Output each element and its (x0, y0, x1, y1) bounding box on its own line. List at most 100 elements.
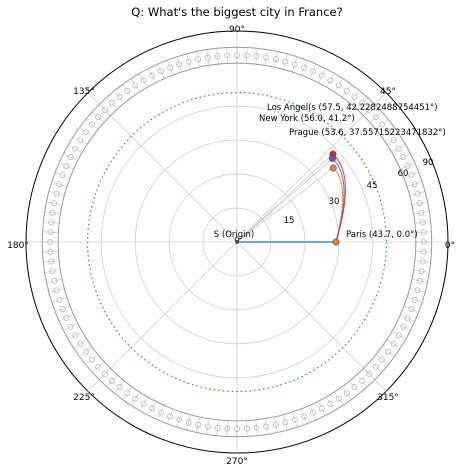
band-tick (51, 181, 67, 187)
band-marker (109, 100, 115, 107)
band-tick (341, 386, 352, 400)
chart-title: Q: What's the biggest city in France? (131, 5, 342, 19)
band-marker (416, 277, 423, 284)
prague-label: Prague (53.6, 37.55715223471832°) (289, 128, 446, 138)
band-marker (395, 332, 402, 339)
band-marker (56, 181, 63, 188)
band-marker (420, 248, 427, 255)
band-tick (139, 396, 148, 411)
band-tick (363, 104, 375, 116)
band-tick (413, 211, 430, 215)
band-marker (253, 424, 260, 431)
band-marker (53, 190, 60, 197)
band-marker (234, 52, 240, 59)
band-tick (273, 416, 278, 433)
band-tick (130, 78, 140, 93)
band-tick (292, 412, 298, 428)
band-marker (420, 239, 427, 245)
band-marker (51, 277, 58, 284)
band-marker (116, 384, 123, 391)
band-tick (386, 339, 401, 349)
paris-label: Paris (43.7, 0.0°) (346, 230, 418, 240)
band-marker (418, 209, 425, 216)
band-tick (300, 60, 308, 76)
band-marker (414, 287, 421, 294)
band-tick (386, 135, 401, 145)
band-tick (216, 48, 219, 65)
band-marker (82, 129, 89, 136)
band-tick (415, 231, 432, 233)
band-marker (291, 416, 298, 423)
band-tick (42, 251, 59, 253)
band-tick (48, 191, 65, 196)
band-marker (82, 348, 89, 355)
band-marker (234, 425, 240, 432)
band-marker (343, 390, 350, 397)
band-marker (95, 114, 102, 120)
band-tick (68, 331, 83, 340)
band-marker (124, 390, 131, 397)
band-marker (335, 82, 342, 89)
band-marker (327, 77, 334, 84)
band-tick (48, 288, 65, 293)
band-marker (243, 425, 250, 432)
band-marker (335, 395, 342, 402)
band-marker (408, 172, 415, 178)
band-marker (59, 306, 66, 312)
band-tick (43, 221, 60, 224)
band-tick (130, 391, 140, 406)
band-tick (92, 111, 105, 123)
newyork-label: New York (56.0, 41.2°) (259, 114, 355, 124)
band-marker (77, 137, 84, 144)
band-marker (272, 421, 279, 428)
band-marker (67, 154, 74, 161)
angle-label-135: 135° (73, 87, 95, 97)
inner-dotted-ring (86, 91, 388, 393)
band-marker (351, 384, 358, 391)
band-marker (88, 356, 95, 363)
band-tick (114, 380, 125, 394)
band-marker (419, 219, 426, 226)
band-tick (396, 322, 411, 331)
band-marker (359, 100, 365, 107)
band-tick (99, 104, 111, 116)
angle-label-90: 90° (229, 25, 245, 35)
band-tick (300, 408, 308, 424)
band-tick (369, 111, 382, 123)
band-tick (409, 191, 426, 196)
band-marker (48, 258, 55, 265)
band-tick (317, 401, 326, 416)
band-marker (176, 416, 183, 423)
radial-label-45: 45 (367, 181, 378, 191)
city-marker (329, 164, 337, 172)
band-tick (99, 368, 111, 380)
band-marker (47, 239, 54, 245)
band-marker (195, 56, 202, 63)
band-tick (206, 418, 210, 435)
band-marker (49, 209, 56, 216)
radial-label-90: 90 (423, 158, 434, 168)
band-tick (79, 346, 93, 357)
band-tick (396, 153, 411, 162)
band-tick (381, 127, 395, 138)
band-tick (59, 314, 74, 322)
band-tick (139, 73, 148, 88)
band-tick (166, 60, 174, 76)
band-marker (385, 129, 392, 136)
band-tick (186, 53, 191, 70)
band-tick (226, 47, 228, 64)
band-tick (391, 144, 406, 153)
band-marker (59, 172, 66, 178)
band-marker (132, 82, 139, 89)
marker-layer (235, 150, 340, 246)
band-tick (273, 51, 278, 68)
band-marker (385, 348, 392, 355)
city-spoke (236, 158, 333, 243)
band-marker (102, 107, 108, 113)
angle-label-270: 270° (226, 457, 248, 467)
band-tick (196, 51, 201, 68)
band-marker (411, 296, 418, 303)
band-marker (204, 423, 211, 430)
band-marker (176, 61, 183, 68)
